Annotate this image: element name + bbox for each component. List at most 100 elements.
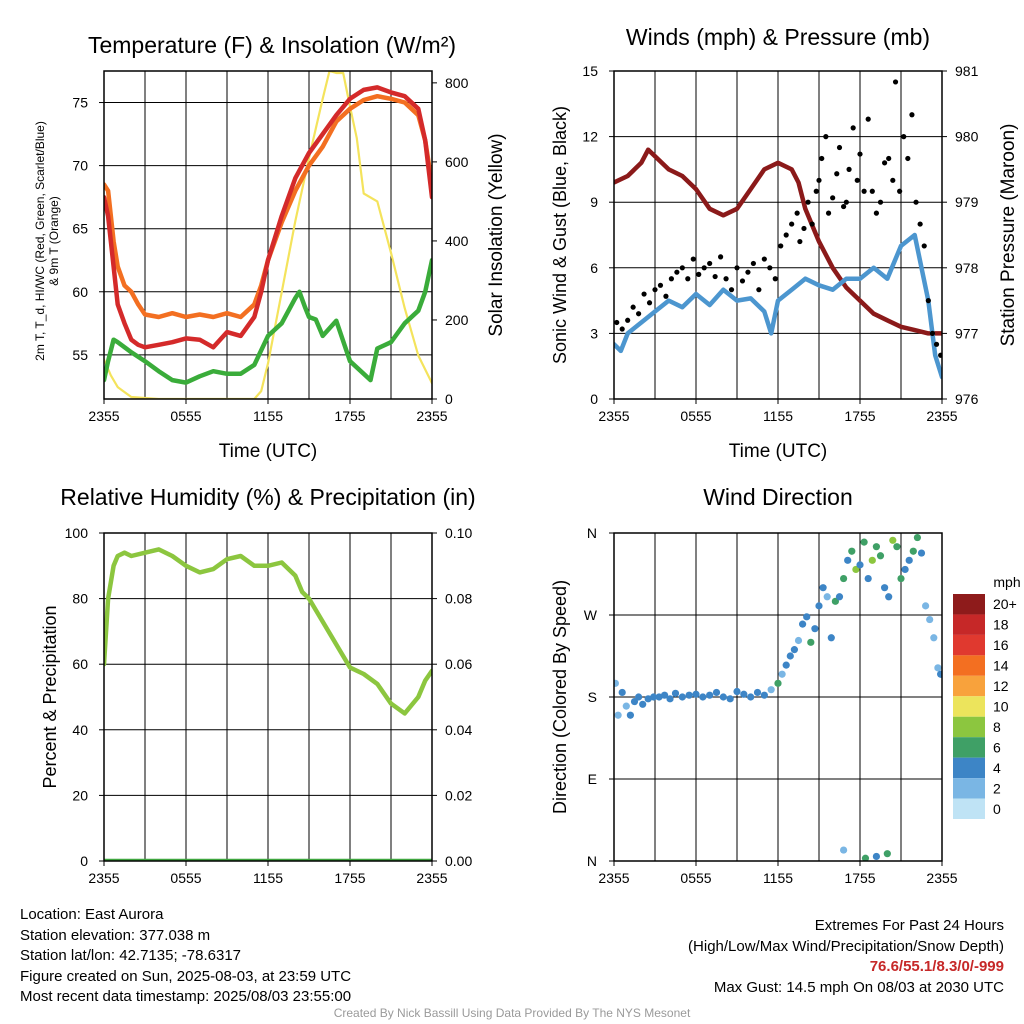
direction-point (872, 852, 881, 861)
gust-point (630, 304, 636, 310)
gust-point (850, 125, 856, 131)
extremes-subtitle: (High/Low/Max Wind/Precipitation/Snow De… (688, 937, 1004, 955)
x-tick-label: 2355 (598, 870, 629, 886)
direction-point (844, 556, 852, 564)
gust-point (841, 203, 847, 210)
gust-point (685, 276, 691, 282)
figure-created: Figure created on Sun, 2025-08-03, at 23… (20, 967, 352, 985)
y-tick-label: 15 (582, 63, 598, 79)
gust-point (636, 311, 642, 317)
gust-point (886, 155, 892, 162)
direction-point (786, 652, 794, 660)
gust-point (819, 155, 825, 162)
legend-label: 0 (993, 801, 1001, 817)
legend-swatch (953, 614, 985, 635)
x-tick-label: 1155 (253, 408, 283, 424)
gust-point (619, 326, 625, 332)
gust-point (825, 210, 832, 216)
y-tick-label: W (584, 607, 598, 623)
chart-temp: Temperature (F) & Insolation (W/m²)2355 0… (33, 32, 507, 462)
direction-point (889, 536, 897, 544)
gust-point (917, 221, 923, 227)
y2-tick-label: 977 (955, 325, 979, 341)
grid (104, 533, 432, 861)
y-tick-label: 80 (72, 591, 88, 607)
plot-area (104, 547, 432, 861)
gust-point (739, 278, 746, 284)
gust-point (772, 276, 778, 282)
gust-point (723, 276, 729, 282)
direction-point (922, 602, 930, 610)
chart-title: Winds (mph) & Pressure (mb) (626, 24, 930, 50)
x-tick-label: 2355 (926, 870, 957, 886)
legend-swatch (953, 778, 985, 799)
legend-swatch (953, 798, 985, 819)
direction-point (917, 549, 926, 557)
gust-point (668, 276, 675, 282)
y-tick-label: 70 (72, 158, 88, 174)
legend-swatch (953, 716, 985, 738)
x-tick-label: 1755 (334, 408, 365, 424)
gust-point (873, 210, 880, 216)
direction-point (864, 574, 872, 583)
x-tick-label: 2355 (598, 408, 629, 424)
direction-point (909, 547, 917, 555)
chart-title: Wind Direction (703, 484, 853, 510)
y-tick-label: 60 (72, 656, 88, 672)
direction-point (655, 693, 663, 701)
gust-point (816, 177, 822, 183)
x-tick-label: 2355 (88, 870, 119, 886)
gust-point (767, 265, 773, 271)
y2-tick-label: 0.00 (445, 853, 472, 869)
direction-point (753, 688, 762, 697)
direction-point (885, 593, 893, 601)
direction-point (778, 670, 786, 678)
direction-point (740, 690, 748, 698)
direction-point (767, 686, 775, 694)
direction-point (650, 693, 658, 701)
gust-point (836, 144, 843, 151)
x-axis-label: Time (UTC) (729, 441, 828, 462)
y-tick-label: E (588, 771, 597, 787)
direction-point (726, 695, 734, 703)
legend-label: 14 (993, 658, 1009, 674)
legend-title: mph (993, 574, 1020, 590)
gust-point (641, 291, 647, 297)
gust-point (652, 287, 658, 293)
legend-swatch (953, 634, 985, 656)
plot-area (614, 533, 942, 861)
gust-point (861, 188, 867, 194)
x-axis-label: Time (UTC) (219, 441, 318, 462)
y-axis-label-line: & 9m T (Orange) (47, 196, 61, 286)
y-tick-label: 20 (72, 787, 88, 803)
gust-point (728, 287, 735, 293)
station-elevation: Station elevation: 377.038 m (20, 926, 211, 944)
direction-point (685, 691, 693, 699)
gust-point (718, 254, 724, 260)
gust-point (614, 319, 620, 326)
x-tick-label: 0555 (680, 408, 711, 424)
y2-tick-label: 976 (955, 391, 979, 407)
direction-point (699, 693, 707, 701)
gust-point (761, 256, 767, 262)
direction-point (644, 695, 652, 703)
direction-point (913, 533, 922, 542)
gust-point (925, 298, 931, 304)
direction-point (868, 556, 876, 564)
direction-point (934, 664, 942, 672)
y-tick-label: S (588, 689, 597, 705)
direction-point (893, 543, 901, 551)
gust-point (657, 282, 664, 288)
y-axis-label: Sonic Wind & Gust (Blue, Black) (550, 106, 570, 364)
legend-swatch (953, 696, 985, 717)
gust-point (646, 300, 653, 306)
direction-point (635, 693, 643, 701)
legend-label: 10 (993, 699, 1009, 715)
legend-label: 16 (993, 637, 1009, 653)
direction-point (760, 691, 768, 699)
y-tick-label: 12 (582, 129, 598, 145)
y-axis-label: Direction (Colored By Speed) (550, 580, 570, 814)
station-info: Location: East Aurora Station elevation:… (20, 905, 351, 1008)
y-tick-label: 60 (72, 284, 88, 300)
